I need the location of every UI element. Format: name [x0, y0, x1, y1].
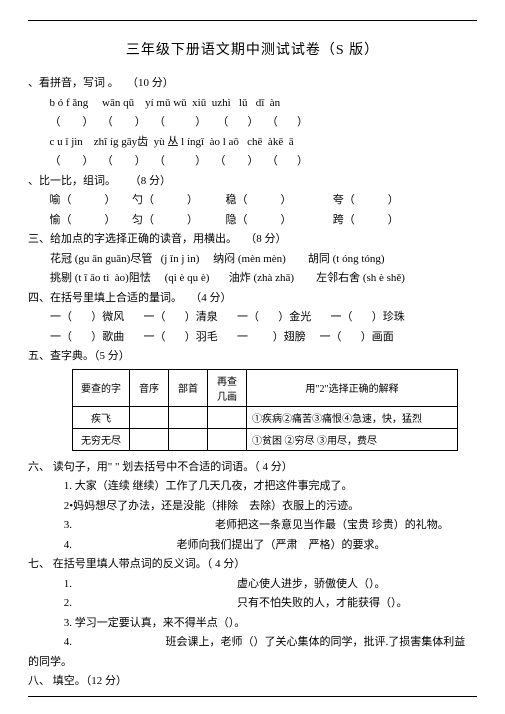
th-zaicha: 再查 几画: [208, 369, 247, 406]
th-yinxu: 音序: [130, 369, 169, 406]
sec2-row2: 愉（ ） 匀（ ） 隐（ ） 跨（ ）: [28, 212, 477, 229]
sec2-row1: 喻（ ） 勺（ ） 稳（ ） 夸（ ）: [28, 192, 477, 209]
cell: [130, 428, 169, 450]
sec1-heading: 、看拼音，写词 。 （10 分）: [28, 75, 477, 92]
sec7-item3: 3. 学习一定要认真，来不得半点（）。: [28, 615, 477, 632]
sec1-pinyin-row2: c u ǐ jìn zhī íg gāy齿 yù 丛 l íngǐ ào l a…: [28, 134, 477, 151]
sec6-heading: 六、 读句子，用" " 划去括号中不合适的词语。（ 4 分）: [28, 459, 477, 476]
table-row: 疾飞 ①疾病②痛苦③痛恨④急速，快，猛烈: [73, 406, 458, 428]
cell: [208, 428, 247, 450]
dictionary-table: 要查的字 音序 部首 再查 几画 用"2"选择正确的解释 疾飞 ①疾病②痛苦③痛…: [72, 369, 458, 451]
sec7-item1: 1. 虚心使人进步，骄傲使人（）。: [28, 576, 477, 593]
sec8-heading: 八、 填空。（12 分）: [28, 673, 477, 690]
top-rule: [28, 20, 477, 21]
sec6-item2: 2•妈妈想尽了办法，还是没能（排除 去除）衣服上的污迹。: [28, 498, 477, 515]
sec1-blanks-row2: （ ） （ ） （ ） （ ） （ ）: [28, 153, 477, 170]
sec4-row2: 一（ ）歌曲 一（ ）羽毛 一 ）翅膀 一（ ）画面: [28, 329, 477, 346]
page-title: 三年级下册语文期中测试试卷（S 版）: [28, 39, 477, 59]
sec3-row2: 挑剔 (t ī āo tì ào)阻怯 (qi è qu è) 油炸 (zhà …: [28, 270, 477, 287]
sec3-heading: 三、给加点的字选择正确的读音，用横出。 （8 分）: [28, 231, 477, 248]
cell: 无穷无尽: [73, 428, 130, 450]
sec4-heading: 四、在括号里填上合适的量词。 （4 分）: [28, 290, 477, 307]
sec4-row1: 一（ ）微风 一（ ）清泉 一（ ）金光 一（ ）珍珠: [28, 309, 477, 326]
cell: ①疾病②痛苦③痛恨④急速，快，猛烈: [247, 406, 458, 428]
sec7-item2: 2. 只有不怕失败的人，才能获得（）。: [28, 595, 477, 612]
table-row: 无穷无尽 ①贫困 ②穷尽 ③用尽，费尽: [73, 428, 458, 450]
sec6-item3: 3. 老师把这一条意见当作最（宝贵 珍贵）的礼物。: [28, 517, 477, 534]
cell: [208, 406, 247, 428]
sec6-item4: 4. 老师向我们提出了（严肃 严格）的要求。: [28, 537, 477, 554]
cell: [130, 406, 169, 428]
cell: 疾飞: [73, 406, 130, 428]
bottom-rule: [28, 696, 477, 697]
table-header-row: 要查的字 音序 部首 再查 几画 用"2"选择正确的解释: [73, 369, 458, 406]
sec1-pinyin-row1: b ó f ǎng wān qū yí mǔ wǔ xiū uzhì lǔ dī…: [28, 95, 477, 112]
th-explain: 用"2"选择正确的解释: [247, 369, 458, 406]
cell: ①贫困 ②穷尽 ③用尽，费尽: [247, 428, 458, 450]
sec7-heading: 七、 在括号里填人带点词的反义词。（ 4 分）: [28, 556, 477, 573]
th-char: 要查的字: [73, 369, 130, 406]
sec2-heading: 、比一比，组词。 （8 分）: [28, 173, 477, 190]
sec7-item4: 4. 班会课上，老师（）了关心集体的同学，批评.了损害集体利益: [28, 634, 477, 651]
sec5-heading: 五、查字典。（5 分）: [28, 348, 477, 365]
sec7-cont: 的同学。: [28, 654, 477, 671]
cell: [169, 406, 208, 428]
sec1-blanks-row1: （ ） （ ） （ ） （ ） （ ）: [28, 114, 477, 131]
sec6-item1: 1. 大家（连续 继续）工作了几天几夜，才把这件事完成了。: [28, 478, 477, 495]
cell: [169, 428, 208, 450]
sec3-row1: 花冠 (gu ān guān)尽管 (j ǐn j ìn) 纳闷 (mèn mè…: [28, 251, 477, 268]
th-bushou: 部首: [169, 369, 208, 406]
